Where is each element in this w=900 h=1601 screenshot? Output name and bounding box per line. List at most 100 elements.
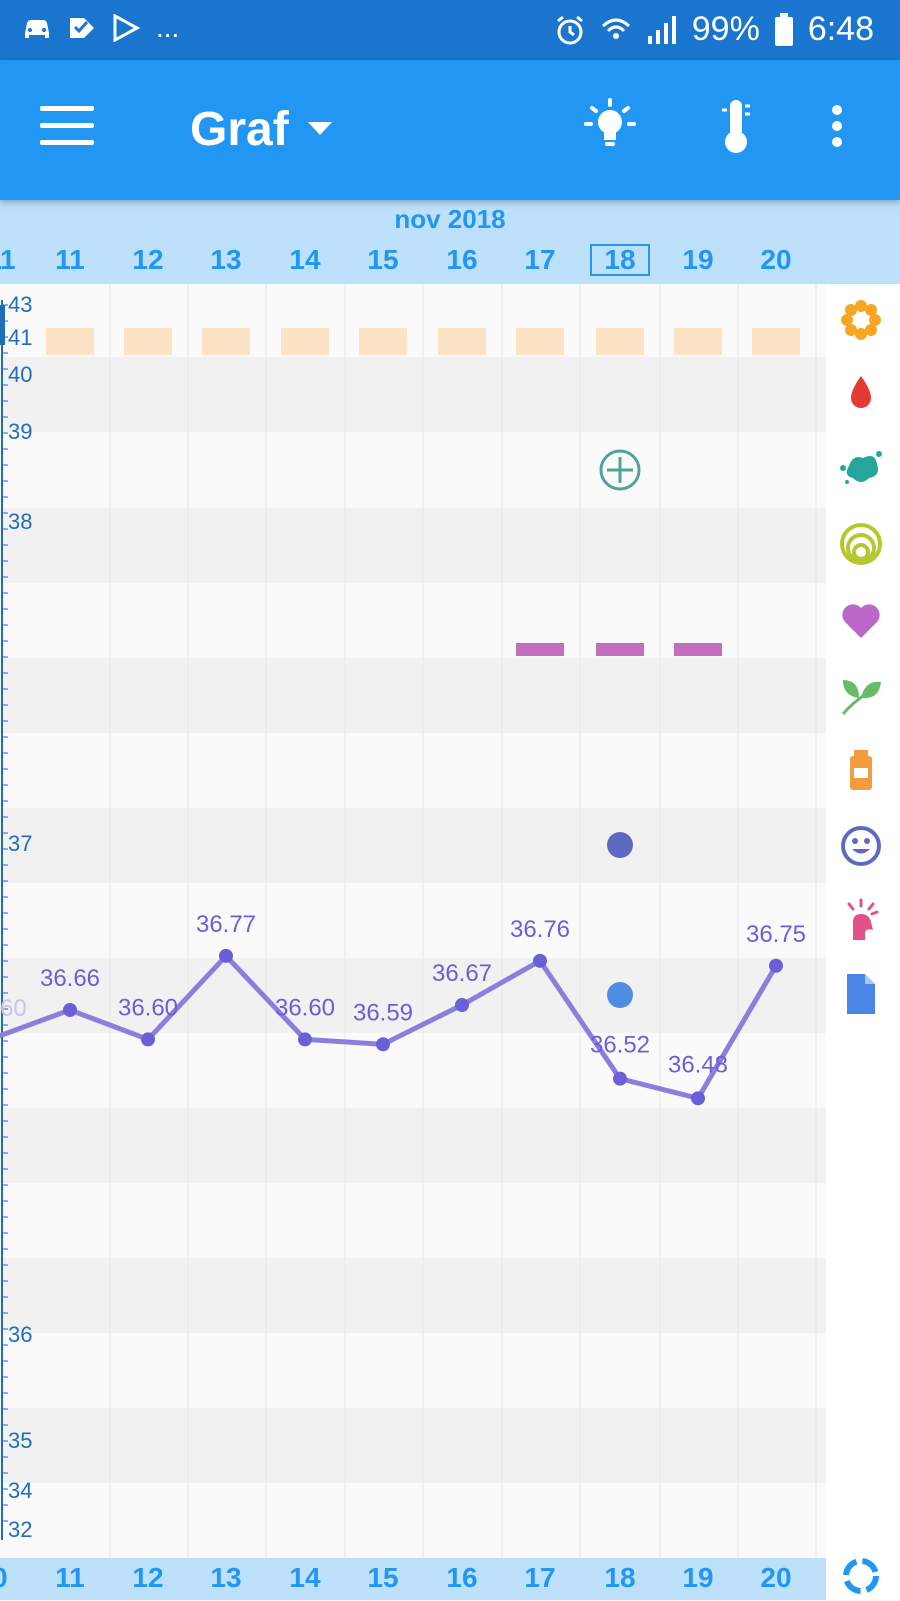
fertile-band-marker (202, 328, 250, 355)
bottom-day-label-20: 20 (760, 1562, 792, 1593)
lightbulb-icon (584, 98, 636, 146)
day-label-20[interactable]: 20 (760, 244, 792, 275)
cycle-icon[interactable] (839, 1552, 883, 1601)
grid-stripe (0, 1408, 826, 1483)
temperature-label: 36.60 (118, 994, 178, 1021)
wifi-icon (601, 18, 630, 39)
y-axis-label-39: 39 (8, 419, 33, 444)
bottom-day-label-18: 18 (604, 1562, 636, 1593)
car-icon (25, 20, 49, 38)
pink-dash-marker (596, 643, 644, 656)
rings-icon[interactable] (839, 522, 883, 571)
day-label-13[interactable]: 13 (210, 244, 242, 275)
splash-icon[interactable] (839, 446, 883, 495)
fertile-band-marker (516, 328, 564, 355)
day-label-18[interactable]: 18 (590, 244, 650, 276)
day-label-12[interactable]: 12 (132, 244, 164, 275)
temperature-label: 36.76 (510, 916, 570, 943)
bottom-day-label-15: 15 (367, 1562, 399, 1593)
temperature-button[interactable] (716, 96, 756, 163)
fertile-band-marker (752, 328, 800, 355)
temperature-point (455, 998, 469, 1013)
plus-circle-marker (599, 449, 641, 491)
y-axis-label-38: 38 (8, 509, 33, 534)
bottom-day-label-11: 11 (55, 1562, 85, 1593)
clock-time: 6:48 (807, 10, 874, 48)
grid-stripe (0, 658, 826, 733)
alarm-icon (556, 15, 583, 44)
fertile-band-marker (596, 328, 644, 355)
medicine-bottle-icon[interactable] (839, 748, 883, 797)
grid-stripe (0, 357, 826, 432)
temperature-label: 36.67 (432, 960, 492, 987)
bottom-day-label-19: 19 (682, 1562, 714, 1593)
status-bar: ... 99% 6:48 (0, 0, 900, 60)
bottom-day-label-13: 13 (210, 1562, 242, 1593)
bottom-day-label-12: 12 (132, 1562, 164, 1593)
temperature-label: 36.48 (668, 1051, 728, 1078)
grid-stripe (0, 958, 826, 1033)
temperature-label: 36.77 (196, 911, 256, 938)
battery-icon (774, 12, 793, 46)
app-bar: Graf (0, 60, 900, 200)
fertile-band-marker (281, 328, 329, 355)
screen-title[interactable]: Graf (190, 103, 289, 156)
flower-icon[interactable] (839, 298, 883, 347)
temperature-label: 36.60 (275, 994, 335, 1021)
fertile-band-marker (124, 328, 172, 355)
blood-drop-icon[interactable] (839, 372, 883, 421)
blue-dot-marker (607, 982, 633, 1008)
temperature-label: 36.66 (40, 965, 100, 992)
y-axis-label-37: 37 (8, 831, 33, 856)
temperature-label: 36.59 (353, 999, 413, 1026)
y-axis-label-36: 36 (8, 1322, 33, 1347)
temperature-label: 36.52 (590, 1032, 650, 1059)
hamburger-line (40, 106, 94, 111)
day-label-15[interactable]: 15 (367, 244, 399, 275)
day-label-21[interactable]: 21 (0, 244, 16, 275)
day-label-partial: 1 (0, 244, 24, 276)
pink-dash-marker (516, 643, 564, 656)
grid-stripe (0, 508, 826, 583)
signal-icon (647, 15, 676, 44)
temperature-point (613, 1071, 627, 1086)
document-icon[interactable] (839, 972, 883, 1021)
symptom-icon-column (826, 284, 900, 1600)
temperature-point (219, 948, 233, 963)
day-label-11[interactable]: 11 (55, 244, 85, 275)
menu-button[interactable] (40, 106, 94, 150)
smiley-icon[interactable] (839, 824, 883, 873)
day-label-16[interactable]: 16 (446, 244, 478, 275)
fertile-band-marker (674, 328, 722, 355)
y-axis-label-43: 43 (8, 292, 33, 317)
date-header (0, 200, 900, 284)
battery-percent: 99% (691, 10, 760, 48)
day-label-19[interactable]: 19 (682, 244, 714, 275)
bottom-day-label-17: 17 (524, 1562, 556, 1593)
temperature-point (691, 1091, 705, 1106)
leaf-icon[interactable] (839, 672, 883, 721)
alert-hand-icon[interactable] (839, 898, 883, 947)
month-label: nov 2018 (394, 204, 506, 234)
temperature-label-partial: 60 (0, 995, 27, 1022)
indigo-dot-marker (607, 832, 633, 858)
y-axis-marker (0, 305, 5, 345)
hamburger-line (40, 140, 94, 145)
day-label-14[interactable]: 14 (289, 244, 321, 275)
grid-stripe (0, 1258, 826, 1333)
temperature-point (298, 1032, 312, 1047)
grid-stripe (0, 1108, 826, 1183)
tips-button[interactable] (582, 96, 638, 161)
bottom-date-axis (0, 1558, 826, 1600)
temperature-point (533, 953, 547, 968)
task-check-icon (70, 18, 94, 38)
temperature-point (376, 1037, 390, 1052)
play-store-icon (113, 14, 140, 42)
dropdown-caret-icon[interactable] (308, 122, 332, 135)
bottom-day-label-14: 14 (289, 1562, 321, 1593)
heart-icon[interactable] (839, 598, 883, 647)
thermometer-icon (722, 100, 750, 153)
day-label-17[interactable]: 17 (524, 244, 556, 275)
more-options-button[interactable] (830, 104, 844, 153)
